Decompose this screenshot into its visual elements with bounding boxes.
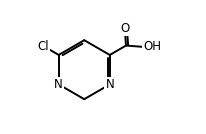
Text: N: N [105,78,114,91]
Text: OH: OH [143,40,162,53]
Text: O: O [120,22,129,35]
Text: Cl: Cl [38,40,49,53]
Text: N: N [54,78,63,91]
